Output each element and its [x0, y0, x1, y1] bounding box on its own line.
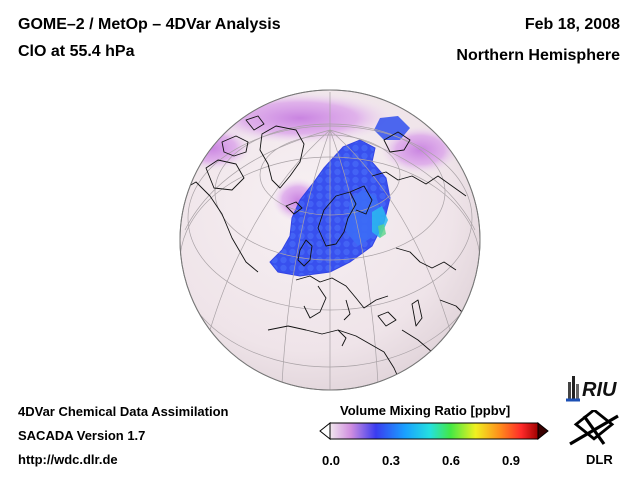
- footer-line1: 4DVar Chemical Data Assimilation: [18, 404, 229, 419]
- clo-vortex-cyan-edge: [372, 206, 388, 238]
- map-region: Northern Hemisphere: [456, 47, 620, 64]
- dlr-logo-text: DLR: [586, 452, 613, 467]
- colorbar-max-arrow: [537, 421, 549, 441]
- colorbar-tick-1: 0.3: [381, 453, 401, 468]
- riu-logo-icon: RIU: [566, 376, 617, 402]
- graticule: [180, 92, 480, 390]
- colorbar-min-arrow: [319, 421, 331, 441]
- colorbar-ramp: [329, 422, 539, 440]
- footer-line2: SACADA Version 1.7: [18, 428, 146, 443]
- riu-logo-text: RIU: [582, 379, 617, 401]
- colorbar-tick-2: 0.6: [441, 453, 461, 468]
- map-title: GOME–2 / MetOp – 4DVar Analysis: [18, 16, 281, 33]
- map-subtitle: ClO at 55.4 hPa: [18, 43, 135, 60]
- colorbar-title: Volume Mixing Ratio [ppbv]: [340, 403, 511, 418]
- colorbar-tick-0: 0.0: [321, 453, 341, 468]
- footer-url-link[interactable]: http://wdc.dlr.de: [18, 452, 118, 467]
- map-date: Feb 18, 2008: [524, 16, 620, 33]
- colorbar-tick-3: 0.9: [501, 453, 521, 468]
- coastlines: [181, 115, 469, 387]
- clo-vortex-green-spot: [378, 224, 386, 238]
- colorbar: [319, 421, 549, 441]
- dlr-logo-icon: [569, 410, 619, 446]
